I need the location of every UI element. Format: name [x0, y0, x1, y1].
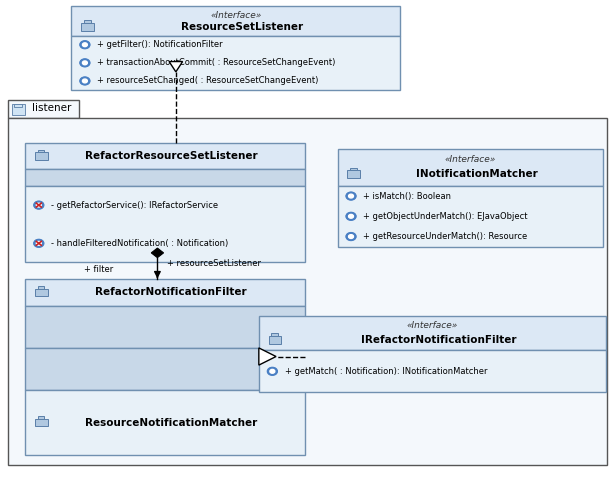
Text: + getObjectUnderMatch(): EJavaObject: + getObjectUnderMatch(): EJavaObject — [363, 212, 528, 221]
Bar — [269, 336, 282, 344]
Bar — [38, 416, 44, 419]
FancyBboxPatch shape — [12, 104, 25, 115]
Bar — [25, 143, 305, 169]
Circle shape — [268, 368, 277, 375]
Bar — [84, 21, 91, 23]
Bar — [25, 306, 305, 348]
Text: listener: listener — [32, 103, 71, 113]
Polygon shape — [169, 61, 182, 72]
Bar — [38, 286, 44, 288]
Text: RefactorResourceSetListener: RefactorResourceSetListener — [85, 151, 257, 161]
Text: + getFilter(): NotificationFilter: + getFilter(): NotificationFilter — [97, 40, 223, 49]
Bar — [71, 6, 400, 35]
Circle shape — [36, 241, 41, 245]
Bar — [38, 149, 44, 152]
Bar — [25, 348, 305, 390]
Bar — [25, 390, 305, 456]
Text: + isMatch(): Boolean: + isMatch(): Boolean — [363, 192, 452, 201]
Bar — [35, 419, 48, 426]
Circle shape — [36, 203, 41, 207]
Circle shape — [346, 213, 355, 220]
Text: + filter: + filter — [84, 264, 113, 274]
Bar — [350, 168, 357, 170]
Circle shape — [80, 41, 89, 48]
Text: + resourceSetChanged( : ResourceSetChangeEvent): + resourceSetChanged( : ResourceSetChang… — [97, 77, 318, 85]
Bar — [35, 152, 48, 160]
Circle shape — [80, 78, 89, 84]
Circle shape — [83, 43, 87, 46]
Text: + transactionAboutCommit( : ResourceSetChangeEvent): + transactionAboutCommit( : ResourceSetC… — [97, 58, 336, 68]
Text: - handleFilteredNotification( : Notification): - handleFilteredNotification( : Notifica… — [51, 239, 229, 248]
Bar — [271, 333, 278, 336]
Text: + getMatch( : Notification): INotificationMatcher: + getMatch( : Notification): INotificati… — [285, 367, 487, 376]
Circle shape — [83, 79, 87, 83]
Text: + getResourceUnderMatch(): Resource: + getResourceUnderMatch(): Resource — [363, 232, 527, 241]
Bar — [25, 186, 305, 262]
Text: + resourceSetListener: + resourceSetListener — [167, 259, 261, 268]
Bar — [81, 23, 94, 31]
Bar — [338, 149, 603, 186]
Bar — [338, 186, 603, 247]
Text: IRefactorNotificationFilter: IRefactorNotificationFilter — [361, 335, 516, 345]
Bar — [8, 118, 607, 466]
Text: ResourceSetListener: ResourceSetListener — [181, 22, 303, 32]
Bar — [35, 288, 48, 296]
Circle shape — [83, 61, 87, 65]
Text: «Interface»: «Interface» — [407, 321, 458, 330]
FancyBboxPatch shape — [14, 103, 22, 107]
Circle shape — [34, 202, 43, 209]
Bar — [259, 350, 606, 392]
Bar — [25, 279, 305, 306]
Bar — [259, 316, 606, 350]
Text: - getRefactorService(): IRefactorService: - getRefactorService(): IRefactorService — [51, 201, 218, 210]
Circle shape — [80, 59, 89, 67]
Circle shape — [270, 369, 275, 373]
Text: ResourceNotificationMatcher: ResourceNotificationMatcher — [85, 418, 257, 428]
Bar — [71, 35, 400, 90]
Circle shape — [349, 215, 354, 218]
Polygon shape — [152, 248, 164, 258]
Polygon shape — [259, 348, 276, 365]
Bar — [347, 170, 360, 178]
Text: «Interface»: «Interface» — [445, 155, 496, 164]
Circle shape — [346, 233, 355, 240]
Bar — [25, 169, 305, 186]
Circle shape — [346, 193, 355, 200]
Bar — [8, 100, 79, 118]
Text: «Interface»: «Interface» — [210, 11, 261, 20]
Circle shape — [34, 240, 43, 247]
Circle shape — [349, 194, 354, 198]
Text: INotificationMatcher: INotificationMatcher — [416, 169, 537, 179]
Text: RefactorNotificationFilter: RefactorNotificationFilter — [95, 287, 247, 297]
Circle shape — [349, 235, 354, 239]
